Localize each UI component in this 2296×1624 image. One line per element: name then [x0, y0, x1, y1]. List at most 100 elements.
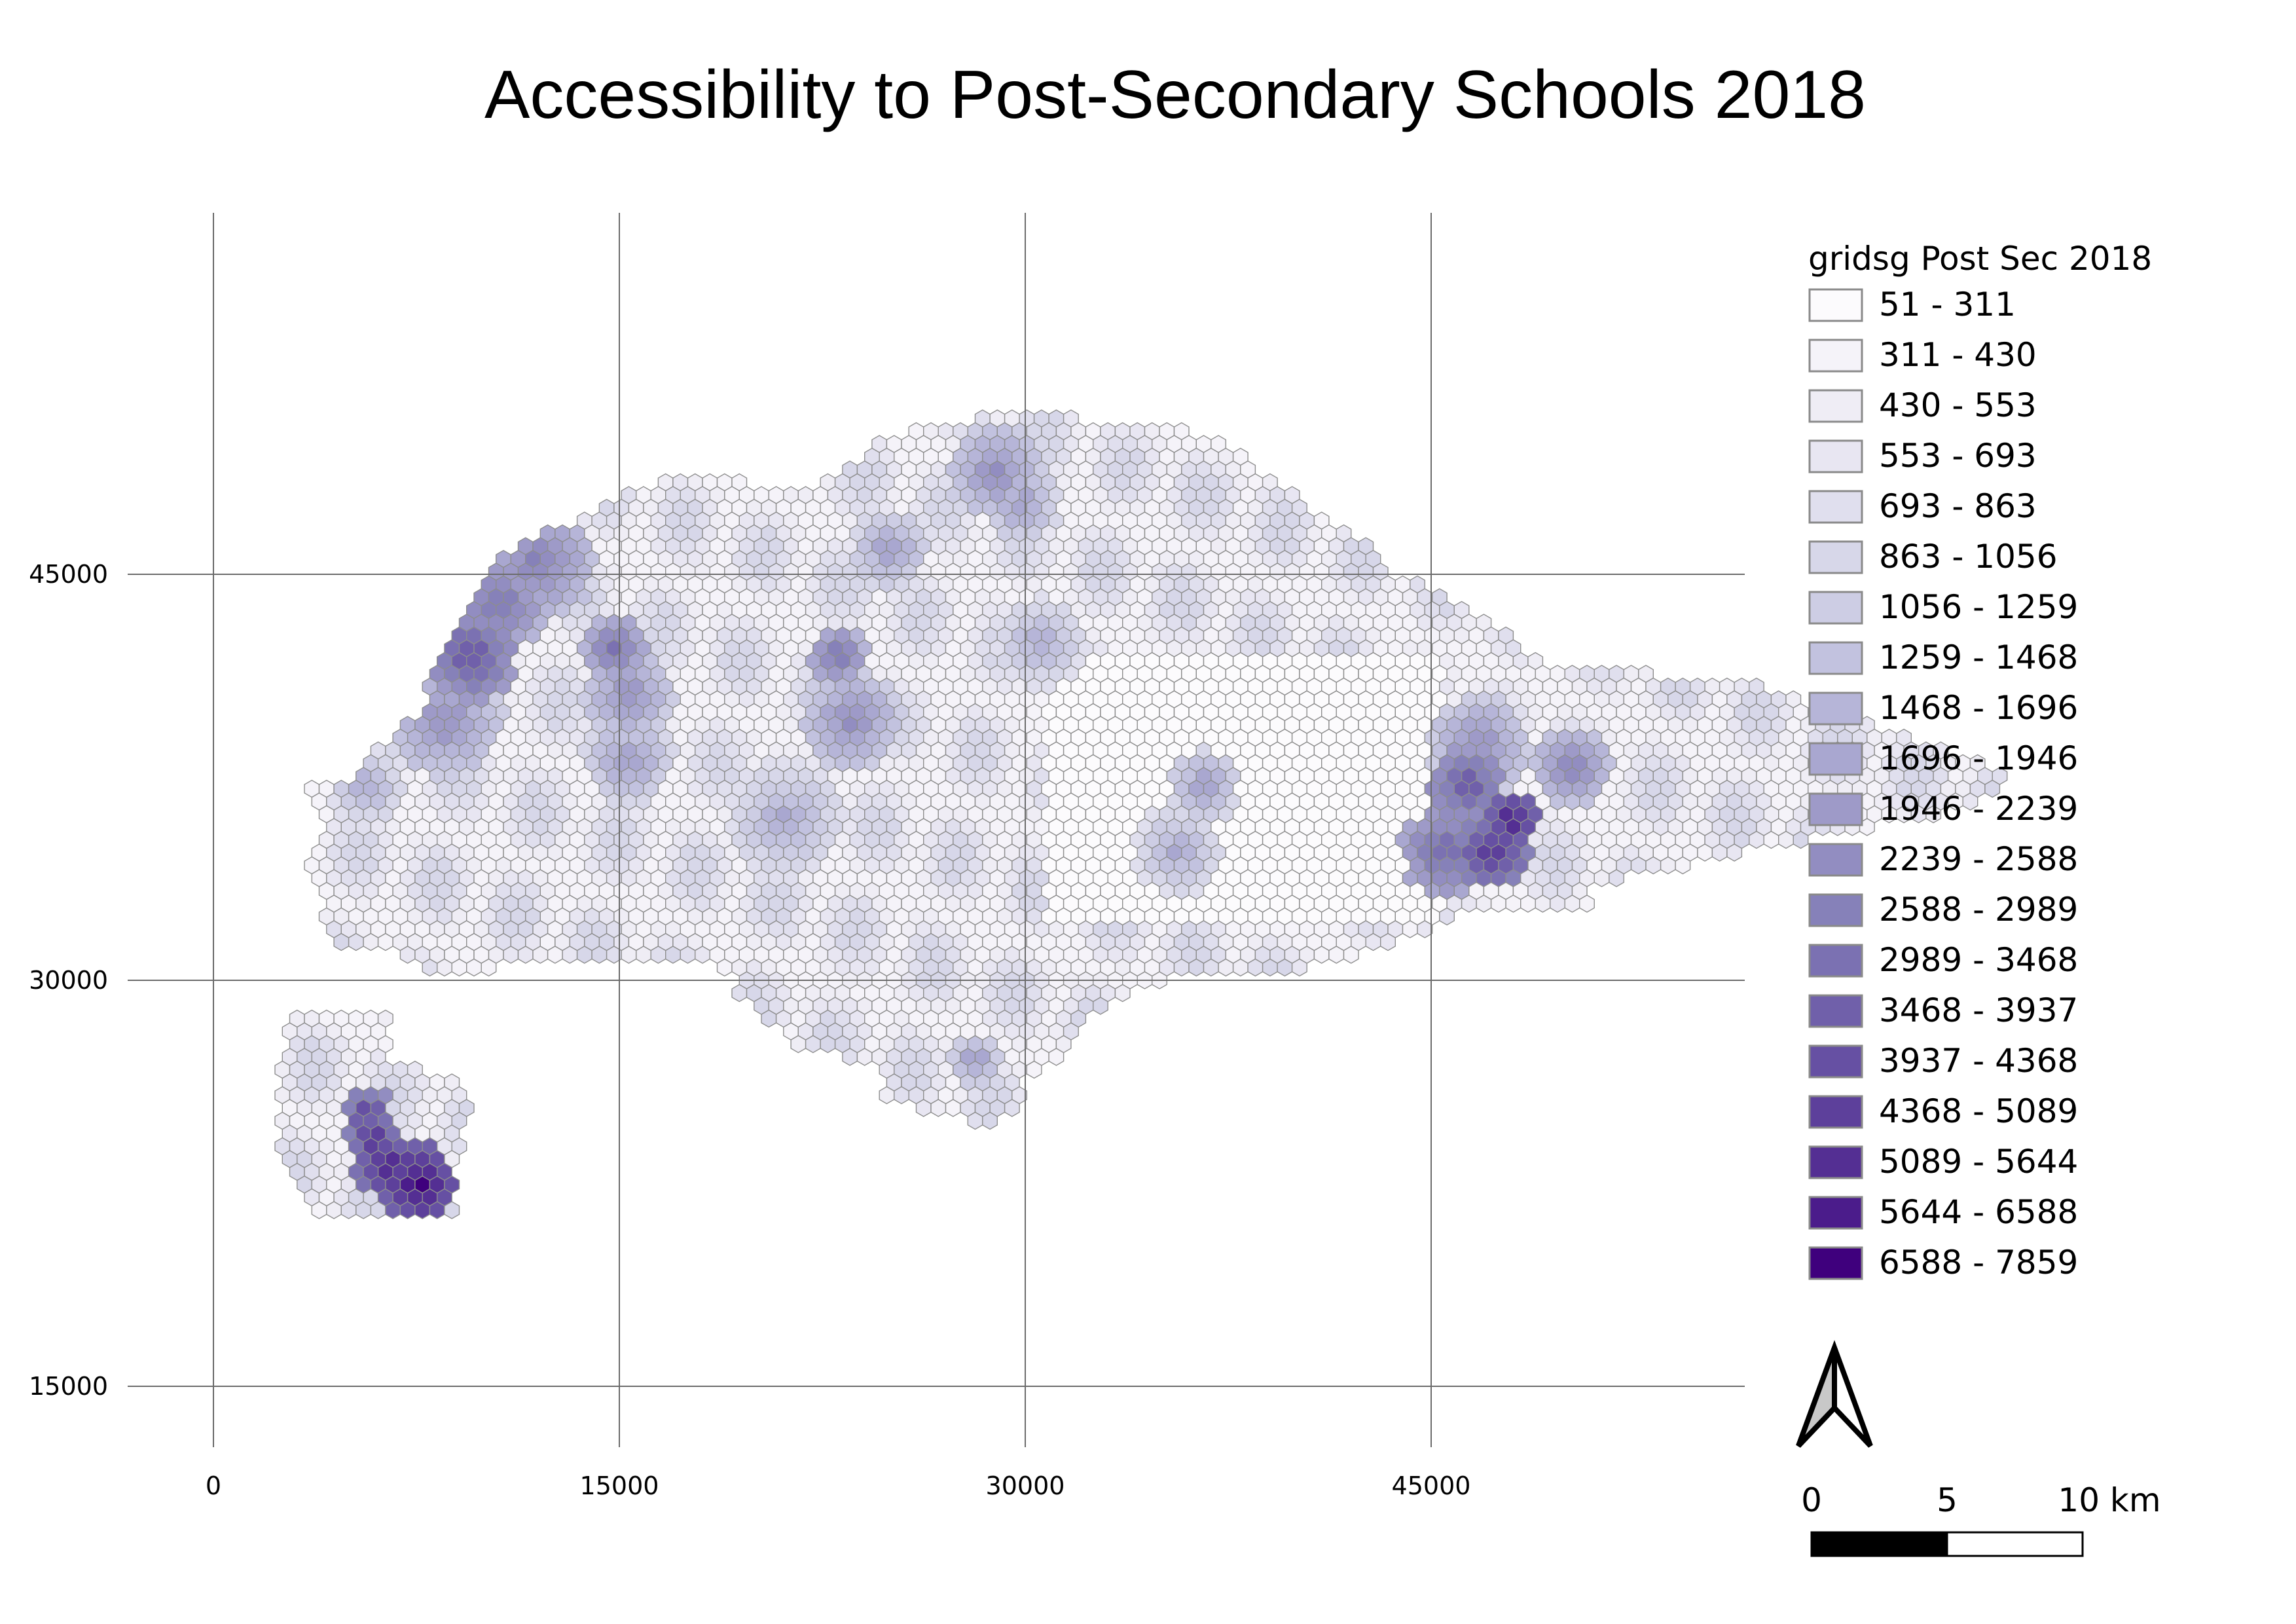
hex-cell	[1594, 869, 1610, 887]
legend-label: 1259 - 1468	[1879, 638, 2078, 676]
legend-swatch	[1808, 742, 1863, 776]
hex-cell	[576, 946, 592, 964]
hex-cell	[636, 946, 651, 964]
y-tick-label: 30000	[29, 966, 108, 995]
hex-cell	[422, 958, 438, 977]
x-tick-label: 30000	[986, 1471, 1065, 1500]
hex-cell	[680, 946, 696, 964]
hex-cell	[1114, 984, 1131, 1003]
hex-cell	[363, 932, 379, 951]
hex-cell	[311, 1201, 327, 1219]
scale-label-10-km: 10 km	[2058, 1481, 2160, 1519]
hex-cell	[1962, 792, 1978, 811]
legend-label: 51 - 311	[1879, 286, 2016, 323]
legend-swatch	[1808, 1095, 1863, 1129]
hex-cell	[930, 1099, 947, 1117]
hex-cell	[1645, 856, 1662, 875]
legend-label: 6588 - 7859	[1879, 1244, 2078, 1282]
hex-cell	[842, 1048, 858, 1066]
hex-cell	[1262, 958, 1278, 977]
legend-label: 693 - 863	[1879, 487, 2037, 525]
hex-cell	[1609, 869, 1625, 887]
hex-cell	[1697, 843, 1713, 862]
hex-cell	[385, 1201, 401, 1219]
hex-cell	[326, 1201, 342, 1219]
legend-swatch	[1808, 994, 1863, 1028]
hex-cell	[967, 1111, 983, 1130]
hex-cell	[1247, 958, 1264, 977]
hex-cell	[1365, 932, 1381, 951]
hex-cell	[761, 1009, 777, 1028]
legend-swatch	[1808, 843, 1863, 877]
legend-label: 2989 - 3468	[1879, 941, 2078, 979]
hex-cell	[694, 946, 710, 964]
legend-label: 3937 - 4368	[1879, 1042, 2078, 1080]
hex-cell	[1313, 946, 1330, 964]
hex-cell	[1328, 946, 1345, 964]
hex-cell	[451, 958, 467, 977]
hex-cell	[429, 1201, 445, 1219]
hex-cell	[1925, 805, 1942, 824]
hex-cell	[1535, 895, 1551, 913]
scale-bar: 0 5 10 km	[1801, 1481, 2161, 1557]
legend-swatch	[1808, 1196, 1863, 1230]
y-tick-label: 45000	[29, 560, 108, 589]
hex-cell	[1748, 830, 1764, 849]
hex-cell	[437, 958, 452, 977]
x-tick-label: 45000	[1392, 1471, 1471, 1500]
hex-cell	[1417, 920, 1433, 938]
x-tick-label: 15000	[580, 1471, 659, 1500]
hex-cell	[621, 946, 637, 964]
legend-swatch	[1808, 1246, 1863, 1280]
hex-cell	[562, 946, 578, 964]
hex-cell	[340, 1201, 357, 1219]
hex-cell	[532, 946, 549, 964]
hex-cell	[716, 958, 733, 977]
hex-cell	[333, 932, 350, 951]
hex-cell	[399, 1201, 416, 1219]
hex-cell	[879, 1086, 895, 1105]
hex-cell	[1379, 932, 1396, 951]
legend-swatch	[1808, 792, 1863, 826]
hex-cell	[370, 1201, 386, 1219]
hex-cell	[731, 984, 748, 1003]
hex-cell	[1291, 958, 1307, 977]
hex-cell	[1188, 958, 1205, 977]
legend-swatch	[1808, 1044, 1863, 1079]
hex-cell	[1549, 895, 1565, 913]
legend-title: gridsg Post Sec 2018	[1808, 240, 2152, 278]
hex-cell	[915, 1099, 932, 1117]
legend-swatch	[1808, 692, 1863, 726]
hex-cell	[547, 946, 563, 964]
hex-cell	[1004, 1099, 1020, 1117]
hex-cell	[856, 1048, 873, 1066]
hex-cell	[348, 932, 364, 951]
hex-cell	[1232, 958, 1248, 977]
hex-cell	[1675, 856, 1691, 875]
hex-cell	[1476, 895, 1492, 913]
legend-swatch	[1808, 540, 1863, 574]
hex-cell	[466, 958, 482, 977]
map-title: Accessibility to Post-Secondary Schools …	[484, 57, 1866, 133]
hex-cell	[1777, 830, 1794, 849]
hex-cell	[1630, 856, 1647, 875]
hex-cell	[399, 946, 416, 964]
hex-cell	[1763, 830, 1779, 849]
legend-swatch	[1808, 944, 1863, 978]
legend-label: 863 - 1056	[1879, 538, 2058, 576]
hex-cell	[481, 958, 497, 977]
legend-swatch	[1808, 893, 1863, 927]
scale-label-5: 5	[1937, 1481, 1958, 1519]
hex-cell	[591, 946, 608, 964]
legend-label: 5644 - 6588	[1879, 1193, 2078, 1231]
hex-cell	[355, 1201, 372, 1219]
hex-cell	[1859, 818, 1875, 836]
legend-label: 2239 - 2588	[1879, 840, 2078, 878]
hex-cell	[503, 946, 519, 964]
hex-cell	[1218, 958, 1234, 977]
hex-cell	[893, 1086, 909, 1105]
legend-label: 430 - 553	[1879, 386, 2037, 424]
legend-label: 2588 - 2989	[1879, 891, 2078, 929]
hex-cell	[414, 1201, 431, 1219]
